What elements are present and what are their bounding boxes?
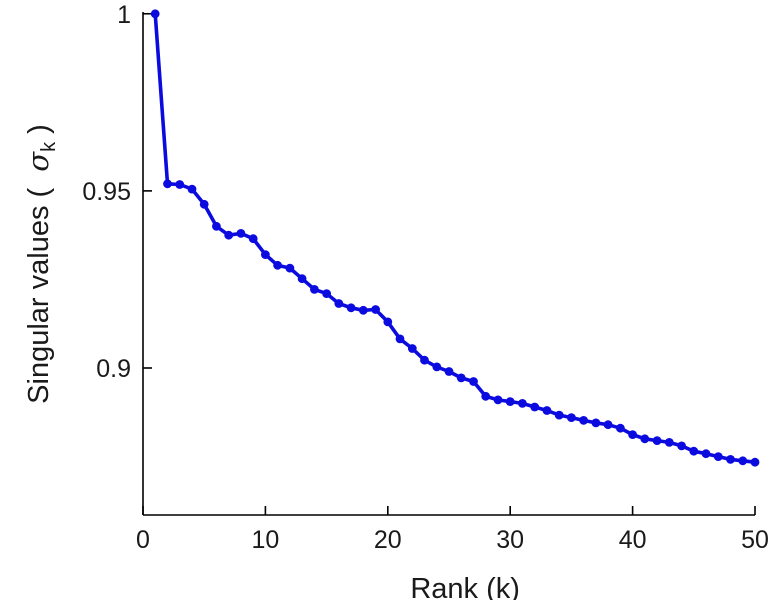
- data-point: [150, 9, 160, 19]
- data-point: [420, 355, 429, 365]
- data-point: [199, 199, 209, 209]
- data-point: [567, 413, 576, 422]
- data-point: [346, 303, 356, 313]
- x-tick-label: 0: [136, 526, 150, 554]
- data-point: [432, 362, 442, 372]
- sigma-symbol: σ: [21, 151, 55, 172]
- data-point: [738, 456, 748, 466]
- y-tick-label: 1: [117, 1, 131, 29]
- x-axis-label-text: Rank (k): [410, 573, 520, 600]
- y-axis-label-suffix: ): [23, 124, 55, 142]
- y-axis-label-prefix: Singular values (: [23, 171, 55, 404]
- data-point: [616, 423, 625, 433]
- data-point: [322, 289, 331, 298]
- data-point: [481, 391, 491, 401]
- data-point: [187, 184, 197, 194]
- data-point: [212, 221, 221, 231]
- data-point: [261, 250, 270, 259]
- x-tick-label: 50: [741, 526, 769, 554]
- data-point: [273, 260, 282, 270]
- data-point: [591, 418, 601, 428]
- data-point: [285, 263, 295, 273]
- x-tick-label: 10: [251, 526, 279, 554]
- data-point: [334, 299, 344, 308]
- data-point: [505, 397, 515, 406]
- data-point: [407, 344, 417, 353]
- data-point: [664, 438, 674, 447]
- data-point: [371, 305, 380, 314]
- data-point: [310, 285, 319, 294]
- data-point: [554, 410, 564, 420]
- x-tick-label: 30: [496, 526, 524, 554]
- data-point: [456, 373, 466, 383]
- data-point: [469, 377, 478, 386]
- data-point: [175, 180, 185, 189]
- data-point: [689, 446, 699, 456]
- data-point: [493, 395, 503, 405]
- y-tick-label: 0.95: [82, 178, 131, 206]
- y-axis-label: Singular values ( σk ): [17, 0, 60, 564]
- data-point: [395, 334, 405, 344]
- data-point: [701, 449, 711, 459]
- sigma-subscript: k: [38, 141, 60, 152]
- data-point: [579, 416, 588, 425]
- data-point: [713, 452, 723, 461]
- y-tick-label: 0.9: [96, 355, 131, 383]
- x-axis-label: Rank (k): [143, 540, 755, 600]
- data-point: [542, 406, 552, 415]
- data-point: [224, 230, 234, 240]
- data-point: [248, 234, 258, 244]
- data-point: [640, 434, 650, 444]
- data-point: [726, 455, 735, 464]
- data-point: [358, 305, 368, 315]
- data-point: [603, 420, 613, 430]
- x-tick-label: 40: [619, 526, 647, 554]
- series-line: [153, 12, 757, 464]
- data-point: [677, 441, 686, 451]
- data-point: [750, 457, 760, 467]
- data-point: [297, 274, 307, 284]
- data-point: [652, 436, 662, 445]
- data-point: [383, 317, 393, 327]
- data-point: [163, 179, 172, 189]
- data-point: [518, 399, 527, 408]
- data-point: [236, 229, 246, 238]
- data-point: [444, 367, 454, 376]
- data-point: [628, 430, 637, 439]
- data-point: [530, 402, 540, 412]
- x-tick-label: 20: [374, 526, 402, 554]
